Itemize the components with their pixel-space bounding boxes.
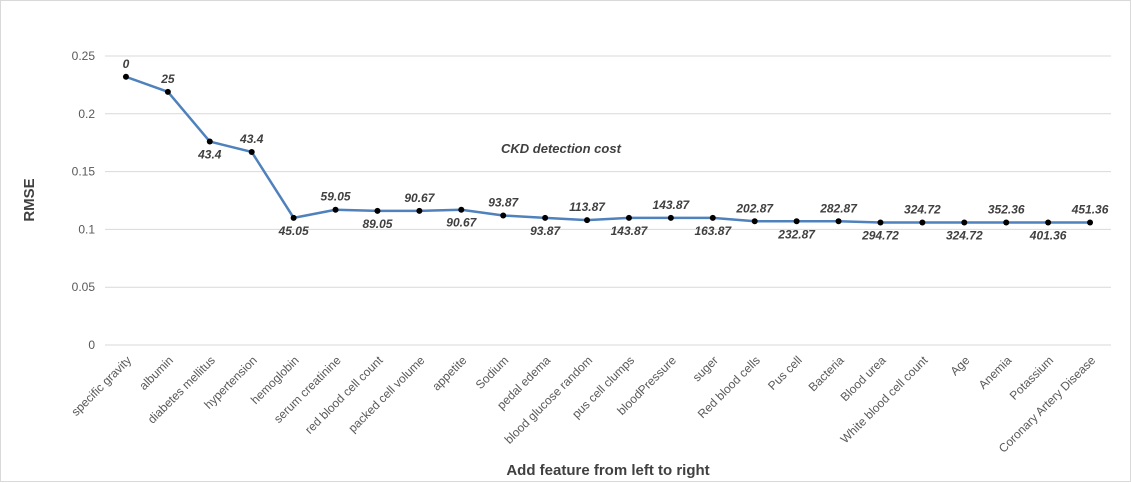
data-point xyxy=(584,217,591,224)
data-label: 90.67 xyxy=(446,216,477,230)
chart-annotation: CKD detection cost xyxy=(501,141,622,156)
series-line-group xyxy=(122,73,1094,226)
data-label: 43.4 xyxy=(239,132,264,146)
data-label: 401.36 xyxy=(1029,228,1067,242)
data-label: 294.72 xyxy=(861,228,899,242)
data-point xyxy=(332,206,339,213)
data-label: 324.72 xyxy=(904,202,941,216)
y-tick-label: 0 xyxy=(88,338,95,352)
data-point xyxy=(709,214,716,221)
data-point xyxy=(458,206,465,213)
x-tick-label: specific gravity xyxy=(69,353,135,419)
data-label: 93.87 xyxy=(530,224,561,238)
x-tick-label: Bacteria xyxy=(806,353,847,394)
data-point xyxy=(751,218,758,225)
y-tick-label: 0.05 xyxy=(72,280,96,294)
x-axis-title: Add feature from left to right xyxy=(506,462,709,479)
data-point xyxy=(835,218,842,225)
data-label: 451.36 xyxy=(1071,202,1109,216)
data-label: 59.05 xyxy=(321,190,351,204)
data-labels: 0 25 43.4 43.4 45.05 59.05 89.05 90.67 90.67 93.8… xyxy=(123,57,1109,243)
data-point xyxy=(122,73,129,80)
data-label: 43.4 xyxy=(197,148,222,162)
data-label: 45.05 xyxy=(278,224,309,238)
series-line xyxy=(125,75,1091,224)
y-axis-title: RMSE xyxy=(21,178,38,221)
data-point xyxy=(500,212,507,219)
x-tick-label: Age xyxy=(947,353,972,378)
data-point xyxy=(1003,219,1010,226)
y-tick-label: 0.25 xyxy=(72,49,96,63)
data-label: 90.67 xyxy=(404,191,435,205)
data-point xyxy=(919,219,926,226)
x-tick-label: packed cell volume xyxy=(345,353,427,435)
data-point xyxy=(416,207,423,214)
data-label: 143.87 xyxy=(611,224,649,238)
y-tick-label: 0.1 xyxy=(78,222,95,236)
x-tick-label: Anemia xyxy=(976,353,1015,392)
data-label: 113.87 xyxy=(569,200,606,214)
x-tick-label: Sodium xyxy=(473,353,512,392)
gridlines xyxy=(105,55,1111,346)
data-label: 232.87 xyxy=(777,227,816,241)
y-tick-label: 0.15 xyxy=(72,165,96,179)
data-point xyxy=(625,214,632,221)
data-point xyxy=(793,218,800,225)
data-point xyxy=(542,214,549,221)
x-tick-label: albumin xyxy=(136,353,176,393)
data-point xyxy=(961,219,968,226)
data-point xyxy=(667,214,674,221)
data-point xyxy=(1087,219,1094,226)
data-label: 202.87 xyxy=(735,201,774,215)
data-label: 143.87 xyxy=(653,198,691,212)
data-point xyxy=(1045,219,1052,226)
data-point xyxy=(206,138,213,145)
x-tick-label: red blood cell count xyxy=(302,353,386,437)
x-tick-label: Pus cell xyxy=(765,353,805,393)
data-point xyxy=(290,214,297,221)
y-tick-label: 0.2 xyxy=(78,107,95,121)
data-label: 25 xyxy=(160,72,175,86)
data-label: 163.87 xyxy=(694,224,732,238)
y-axis-ticks: 0 0.05 0.1 0.15 0.2 0.25 xyxy=(72,49,96,352)
data-label: 282.87 xyxy=(819,201,858,215)
data-point xyxy=(374,207,381,214)
data-point xyxy=(164,88,171,95)
data-label: 0 xyxy=(123,57,130,71)
data-point xyxy=(877,219,884,226)
data-label: 352.36 xyxy=(988,202,1025,216)
x-tick-label: appetite xyxy=(429,353,469,393)
x-tick-label: suger xyxy=(690,353,721,384)
data-label: 324.72 xyxy=(946,228,983,242)
data-label: 89.05 xyxy=(362,217,392,231)
data-point xyxy=(248,148,255,155)
data-label: 93.87 xyxy=(488,196,519,210)
